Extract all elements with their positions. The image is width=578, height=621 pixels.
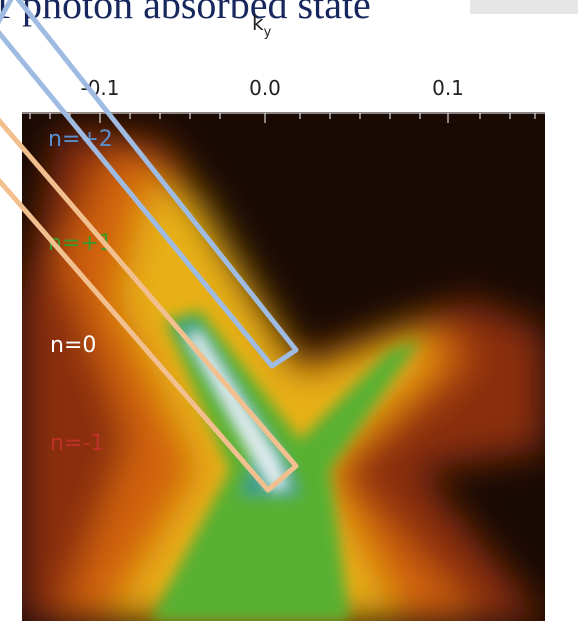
band-label: n=-1 xyxy=(50,431,104,456)
top-bar xyxy=(470,0,578,14)
tick-label: 0.0 xyxy=(249,76,281,100)
band-label: n=0 xyxy=(50,333,96,358)
tick-label: 0.1 xyxy=(432,76,464,100)
axis-label-sub: y xyxy=(264,25,272,40)
spectrum-image xyxy=(22,112,545,621)
axis-label-main: k xyxy=(252,11,264,35)
slide-title: 1 photon absorbed state xyxy=(0,0,371,27)
slide: 1 photon absorbed state ky -0.1 0.0 0.1 … xyxy=(0,0,578,621)
